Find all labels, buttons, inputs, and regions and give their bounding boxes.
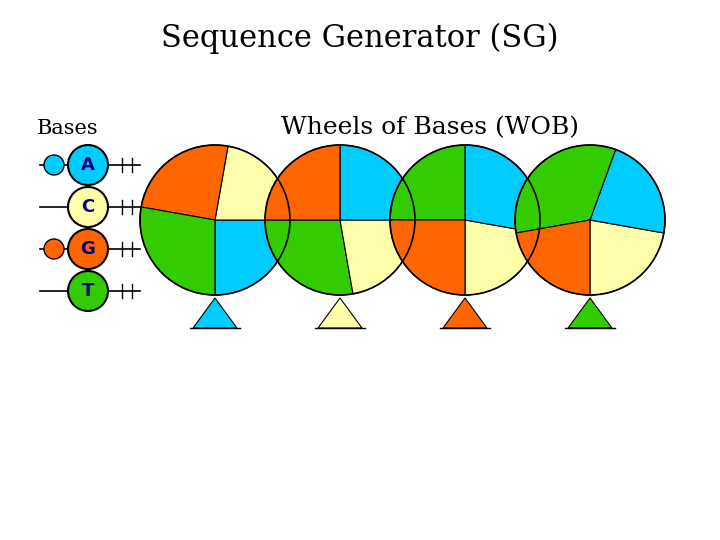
Wedge shape — [215, 146, 290, 220]
Wedge shape — [265, 145, 340, 220]
Circle shape — [68, 187, 108, 227]
Text: T: T — [82, 282, 94, 300]
Wedge shape — [465, 220, 539, 295]
Wedge shape — [140, 207, 215, 295]
Wedge shape — [590, 150, 665, 233]
Wedge shape — [390, 145, 465, 220]
Wedge shape — [516, 220, 590, 295]
Text: Sequence Generator (SG): Sequence Generator (SG) — [161, 22, 559, 53]
Polygon shape — [193, 298, 237, 328]
Circle shape — [44, 155, 64, 175]
Text: G: G — [81, 240, 96, 258]
Wedge shape — [141, 145, 228, 220]
Circle shape — [44, 239, 64, 259]
Text: Wheels of Bases (WOB): Wheels of Bases (WOB) — [281, 117, 579, 139]
Polygon shape — [568, 298, 612, 328]
Polygon shape — [443, 298, 487, 328]
Circle shape — [68, 271, 108, 311]
Wedge shape — [390, 220, 465, 295]
Text: C: C — [81, 198, 94, 216]
Text: A: A — [81, 156, 95, 174]
Wedge shape — [215, 220, 290, 295]
Wedge shape — [340, 145, 415, 220]
Wedge shape — [265, 220, 353, 295]
Text: Bases: Bases — [37, 118, 99, 138]
Wedge shape — [515, 145, 616, 233]
Circle shape — [68, 145, 108, 185]
Polygon shape — [318, 298, 362, 328]
Wedge shape — [340, 220, 415, 294]
Circle shape — [68, 229, 108, 269]
Wedge shape — [465, 145, 540, 233]
Wedge shape — [590, 220, 664, 295]
